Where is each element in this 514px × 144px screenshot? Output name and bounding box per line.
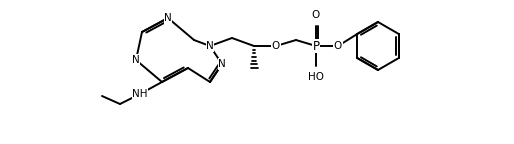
Text: O: O [272, 41, 280, 51]
Text: HO: HO [308, 72, 324, 82]
Text: O: O [334, 41, 342, 51]
Text: N: N [218, 59, 226, 69]
Text: O: O [312, 10, 320, 20]
Text: N: N [132, 55, 140, 65]
Text: N: N [164, 13, 172, 23]
Text: P: P [313, 39, 320, 53]
Text: NH: NH [132, 89, 148, 99]
Text: N: N [206, 41, 214, 51]
